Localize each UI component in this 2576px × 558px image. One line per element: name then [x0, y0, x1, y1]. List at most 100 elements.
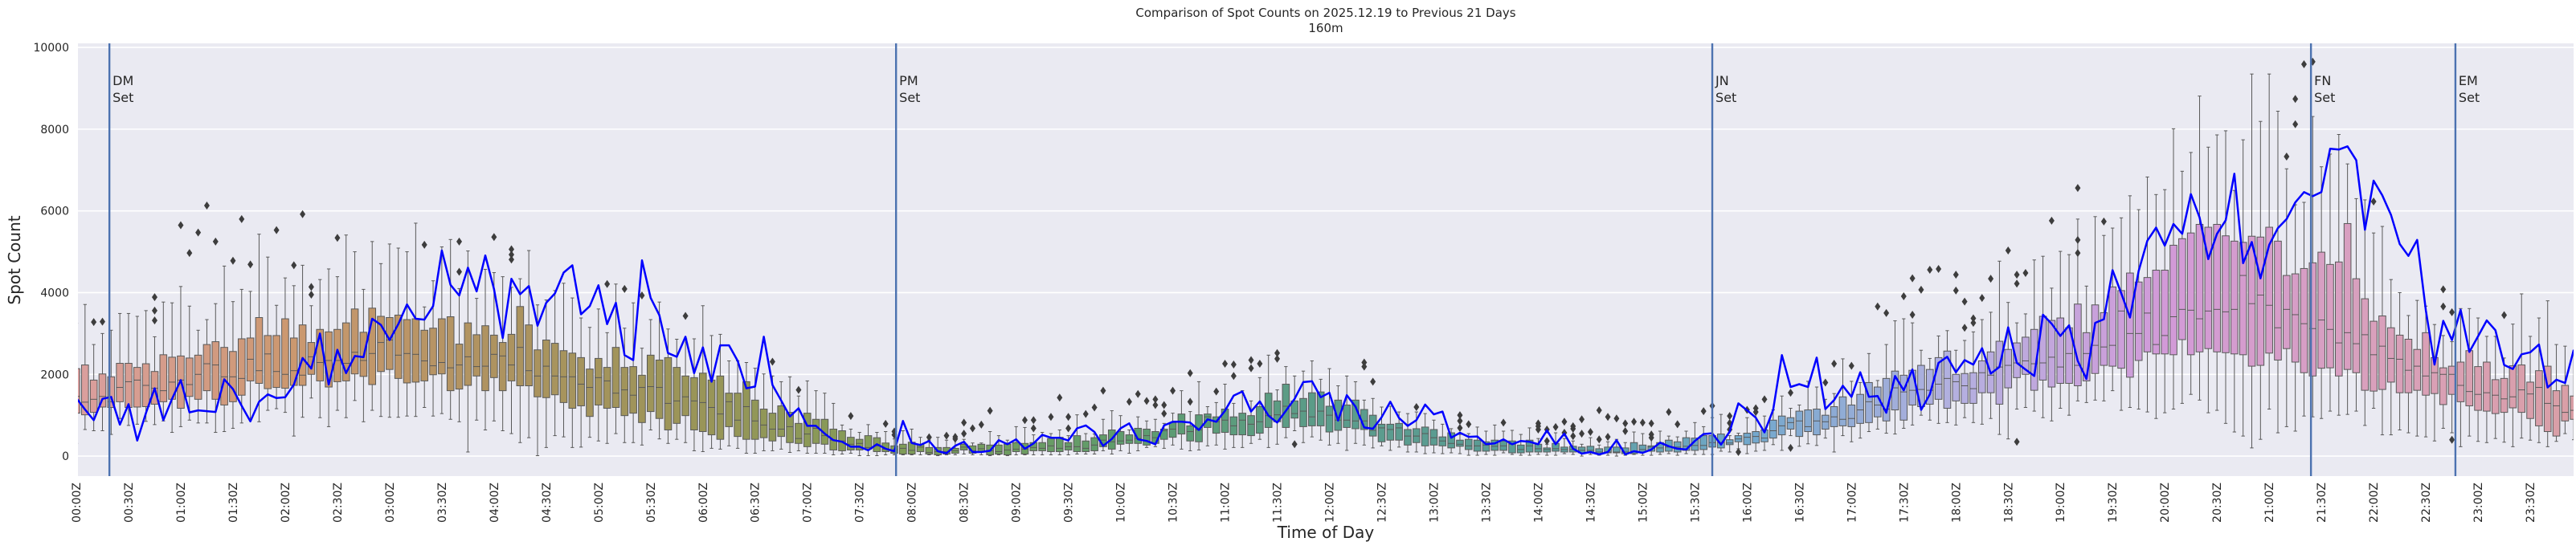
x-axis-ticks: 00:00Z 00:30Z 01:00Z 01:30Z 02:00Z 02:30Z 03:0…: [71, 483, 2537, 523]
box-45: [464, 250, 472, 453]
box-iqr: [1786, 417, 1795, 430]
box-257: [2308, 116, 2317, 417]
vertical-marker-label: DM: [112, 73, 133, 88]
outlier-point: [2284, 152, 2290, 161]
box-iqr: [1047, 438, 1055, 452]
outlier-point: [639, 291, 645, 300]
x-tick-label: 11:30Z: [1272, 483, 1285, 523]
box-iqr: [107, 376, 116, 408]
box-20: [246, 291, 255, 419]
box-224: [2022, 313, 2030, 408]
box-iqr: [125, 363, 133, 408]
box-218: [1969, 331, 1977, 423]
outlier-point: [1605, 433, 1611, 442]
box-162: [1482, 430, 1490, 455]
box-iqr: [1247, 415, 1255, 437]
outlier-point: [882, 419, 889, 428]
box-187: [1699, 426, 1708, 455]
outlier-point: [1736, 447, 1742, 456]
box-iqr: [446, 316, 455, 392]
box-259: [2326, 153, 2334, 412]
box-161: [1473, 426, 1482, 456]
box-iqr: [899, 443, 907, 455]
box-280: [2509, 324, 2517, 447]
outlier-point: [1257, 360, 1263, 369]
outlier-point: [1936, 264, 1942, 273]
outlier-point: [1648, 419, 1654, 428]
box-iqr: [1177, 413, 1186, 435]
box-iqr: [716, 375, 725, 440]
box-iqr: [220, 347, 228, 405]
box-3: [98, 332, 107, 432]
x-tick-label: 00:00Z: [71, 483, 84, 523]
box-iqr: [586, 369, 594, 417]
box-158: [1447, 428, 1455, 454]
box-29: [325, 268, 333, 427]
box-iqr: [1090, 437, 1098, 451]
outlier-point: [1161, 409, 1167, 418]
box-228: [2056, 250, 2065, 409]
box-iqr: [1456, 439, 1464, 447]
box-191: [1734, 433, 1743, 450]
vertical-marker-label: Set: [2314, 90, 2335, 105]
outlier-point: [178, 221, 184, 230]
box-iqr: [2431, 356, 2439, 394]
box-145: [1334, 385, 1343, 444]
box-iqr: [1438, 436, 1447, 446]
box-167: [1525, 427, 1534, 456]
box-iqr: [1447, 432, 1455, 449]
box-16: [211, 303, 220, 434]
box-iqr: [1004, 443, 1012, 456]
outlier-point: [509, 255, 514, 264]
y-tick-label: 8000: [40, 124, 69, 136]
box-iqr: [534, 349, 542, 397]
box-201: [1822, 398, 1830, 439]
box-iqr: [2152, 269, 2161, 355]
y-tick-label: 4000: [40, 287, 69, 299]
outlier-point: [2075, 235, 2081, 244]
box-41: [429, 280, 437, 417]
box-iqr: [1325, 405, 1334, 433]
x-tick-label: 18:00Z: [1950, 483, 1963, 523]
box-26: [298, 264, 307, 418]
box-205: [1856, 381, 1864, 439]
box-17: [220, 265, 228, 433]
box-38: [403, 251, 411, 417]
box-iqr: [2456, 361, 2465, 402]
box-iqr: [2169, 244, 2177, 356]
outlier-point: [1639, 418, 1646, 427]
box-52: [525, 250, 533, 438]
outlier-point: [978, 420, 984, 429]
box-234: [2108, 227, 2117, 392]
box-iqr: [1404, 429, 1412, 446]
outlier-point: [1091, 403, 1098, 412]
box-196: [1777, 395, 1786, 451]
box-206: [1865, 352, 1873, 433]
box-iqr: [1952, 373, 1961, 401]
box-iqr: [1925, 369, 1934, 405]
box-iqr: [1256, 405, 1264, 434]
box-iqr: [690, 377, 698, 430]
y-tick-label: 0: [62, 450, 69, 463]
outlier-point: [1927, 265, 1933, 274]
outlier-point: [795, 385, 802, 394]
box-215: [1943, 330, 1952, 423]
box-68: [664, 328, 673, 444]
outlier-point: [926, 433, 932, 442]
outlier-point: [1065, 424, 1072, 433]
box-117: [1090, 434, 1098, 455]
box-iqr: [777, 405, 786, 438]
box-iqr: [968, 445, 977, 454]
outlier-point: [1457, 411, 1463, 420]
outlier-point: [509, 250, 514, 259]
box-136: [1256, 377, 1264, 440]
box-iqr: [403, 319, 411, 384]
box-281: [2517, 293, 2526, 439]
box-112: [1047, 433, 1055, 456]
box-iqr: [2561, 385, 2570, 422]
box-90: [855, 432, 864, 457]
x-tick-label: 23:00Z: [2472, 483, 2485, 523]
box-258: [2317, 166, 2325, 419]
box-iqr: [1995, 340, 2004, 405]
box-iqr: [2308, 262, 2317, 377]
